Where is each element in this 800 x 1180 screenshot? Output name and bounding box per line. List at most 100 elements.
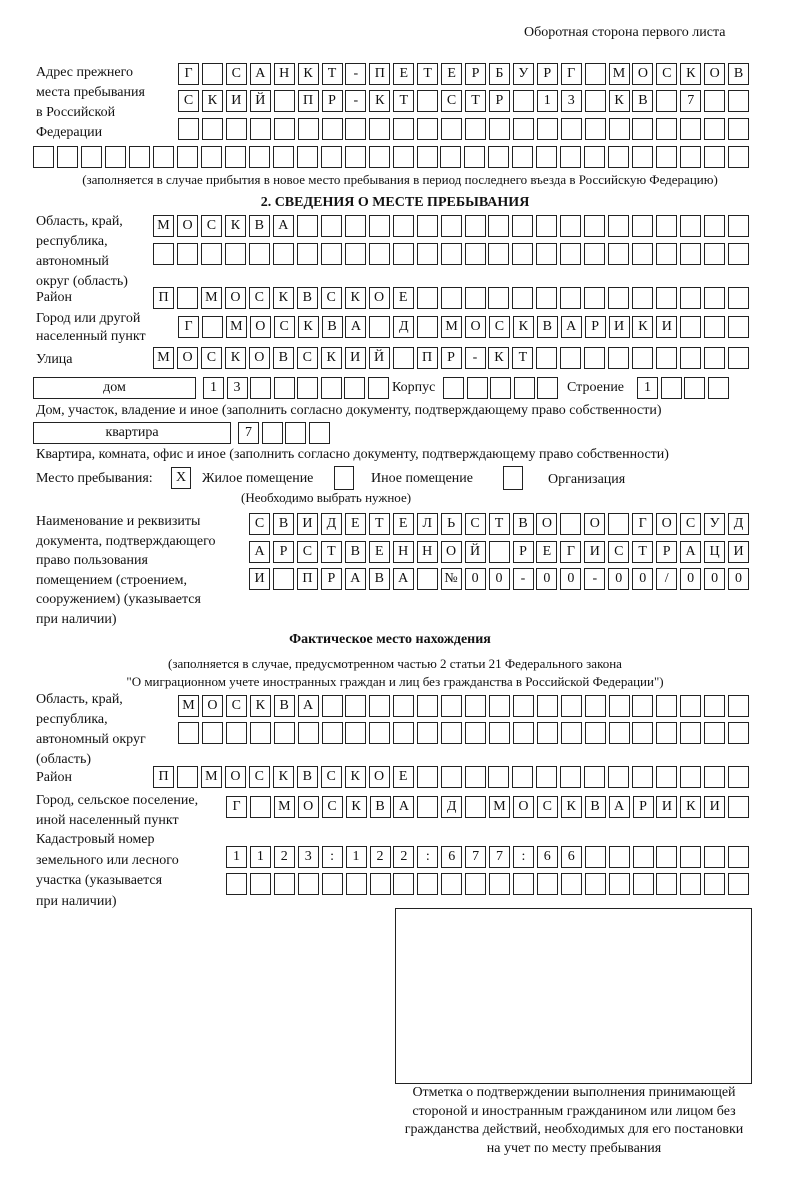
char-cell[interactable] bbox=[464, 215, 486, 237]
char-cell[interactable]: О bbox=[177, 215, 198, 237]
char-cell[interactable] bbox=[465, 873, 487, 895]
char-cell[interactable] bbox=[728, 316, 750, 338]
char-cell[interactable]: О bbox=[201, 695, 223, 717]
char-cell[interactable] bbox=[704, 722, 726, 744]
char-cell[interactable] bbox=[80, 146, 102, 168]
char-cell[interactable]: О bbox=[224, 287, 246, 309]
char-cell[interactable]: Р bbox=[273, 541, 294, 563]
char-cell[interactable]: Р bbox=[465, 63, 486, 85]
char-cell[interactable]: С bbox=[464, 513, 486, 535]
char-cell[interactable] bbox=[680, 118, 702, 140]
char-cell[interactable] bbox=[416, 766, 438, 788]
char-cell[interactable]: П bbox=[297, 90, 319, 112]
char-cell[interactable]: Ь bbox=[440, 513, 462, 535]
char-cell[interactable]: И bbox=[728, 541, 749, 563]
char-cell[interactable]: С bbox=[200, 215, 222, 237]
char-cell[interactable]: У bbox=[704, 513, 726, 535]
char-cell[interactable]: С bbox=[536, 796, 558, 818]
char-cell[interactable]: И bbox=[656, 316, 678, 338]
char-cell[interactable] bbox=[608, 146, 630, 168]
char-cell[interactable]: В bbox=[344, 541, 366, 563]
char-cell[interactable] bbox=[488, 243, 510, 265]
char-cell[interactable] bbox=[321, 695, 343, 717]
char-cell[interactable] bbox=[584, 243, 606, 265]
char-cell[interactable]: О bbox=[248, 347, 270, 369]
char-cell[interactable]: С bbox=[249, 513, 270, 535]
char-cell[interactable] bbox=[560, 118, 582, 140]
char-cell[interactable] bbox=[656, 243, 678, 265]
char-cell[interactable]: / bbox=[656, 568, 678, 590]
char-cell[interactable]: А bbox=[249, 63, 271, 85]
char-cell[interactable] bbox=[512, 287, 534, 309]
char-cell[interactable]: : bbox=[321, 846, 343, 868]
char-cell[interactable] bbox=[632, 347, 654, 369]
char-cell[interactable]: О bbox=[440, 541, 462, 563]
char-cell[interactable] bbox=[608, 513, 630, 535]
char-cell[interactable]: К bbox=[680, 796, 702, 818]
char-cell[interactable]: В bbox=[368, 568, 390, 590]
char-cell[interactable] bbox=[104, 146, 126, 168]
char-cell[interactable] bbox=[440, 215, 462, 237]
char-cell[interactable] bbox=[393, 722, 415, 744]
char-cell[interactable] bbox=[608, 118, 630, 140]
char-cell[interactable] bbox=[488, 541, 510, 563]
char-cell[interactable] bbox=[537, 377, 558, 399]
char-cell[interactable]: 0 bbox=[608, 568, 630, 590]
char-cell[interactable]: В bbox=[321, 316, 343, 338]
char-cell[interactable] bbox=[512, 722, 534, 744]
char-cell[interactable] bbox=[249, 796, 271, 818]
char-cell[interactable] bbox=[728, 118, 750, 140]
char-cell[interactable]: Т bbox=[512, 347, 534, 369]
char-cell[interactable] bbox=[728, 722, 750, 744]
char-cell[interactable] bbox=[512, 766, 534, 788]
char-cell[interactable]: С bbox=[321, 796, 343, 818]
char-cell[interactable] bbox=[128, 146, 150, 168]
char-cell[interactable] bbox=[584, 63, 606, 85]
char-cell[interactable] bbox=[536, 118, 558, 140]
char-cell[interactable]: Н bbox=[392, 541, 414, 563]
char-cell[interactable] bbox=[416, 243, 438, 265]
char-cell[interactable]: К bbox=[224, 215, 246, 237]
char-cell[interactable] bbox=[680, 695, 702, 717]
char-cell[interactable] bbox=[369, 722, 391, 744]
char-cell[interactable]: П bbox=[369, 63, 391, 85]
char-cell[interactable] bbox=[704, 347, 726, 369]
char-cell[interactable]: С bbox=[656, 63, 678, 85]
char-cell[interactable]: И bbox=[249, 568, 270, 590]
char-cell[interactable] bbox=[704, 243, 726, 265]
char-cell[interactable] bbox=[584, 873, 606, 895]
char-cell[interactable] bbox=[224, 243, 246, 265]
char-cell[interactable] bbox=[225, 722, 247, 744]
char-cell[interactable]: 6 bbox=[560, 846, 582, 868]
char-cell[interactable] bbox=[512, 243, 534, 265]
char-cell[interactable]: 1 bbox=[637, 377, 658, 399]
char-cell[interactable] bbox=[632, 215, 654, 237]
char-cell[interactable] bbox=[443, 377, 464, 399]
char-cell[interactable]: М bbox=[489, 796, 510, 818]
char-cell[interactable]: Д bbox=[320, 513, 342, 535]
char-cell[interactable]: Т bbox=[393, 90, 415, 112]
char-cell[interactable]: Р bbox=[321, 90, 343, 112]
char-cell[interactable] bbox=[584, 766, 606, 788]
char-cell[interactable] bbox=[704, 316, 726, 338]
char-cell[interactable] bbox=[560, 873, 582, 895]
char-cell[interactable] bbox=[680, 846, 702, 868]
char-cell[interactable] bbox=[201, 118, 223, 140]
char-cell[interactable] bbox=[466, 377, 488, 399]
char-cell[interactable] bbox=[728, 243, 749, 265]
char-cell[interactable] bbox=[441, 722, 463, 744]
char-cell[interactable]: К bbox=[680, 63, 702, 85]
char-cell[interactable] bbox=[345, 118, 367, 140]
char-cell[interactable] bbox=[728, 287, 749, 309]
char-cell[interactable]: К bbox=[249, 695, 271, 717]
char-cell[interactable] bbox=[584, 722, 606, 744]
char-cell[interactable]: Д bbox=[728, 513, 749, 535]
char-cell[interactable] bbox=[344, 146, 366, 168]
char-cell[interactable]: 7 bbox=[489, 846, 510, 868]
char-cell[interactable]: И bbox=[656, 796, 678, 818]
char-cell[interactable]: М bbox=[273, 796, 295, 818]
char-cell[interactable] bbox=[488, 215, 510, 237]
char-cell[interactable] bbox=[392, 347, 414, 369]
char-cell[interactable] bbox=[416, 146, 438, 168]
char-cell[interactable] bbox=[488, 146, 510, 168]
